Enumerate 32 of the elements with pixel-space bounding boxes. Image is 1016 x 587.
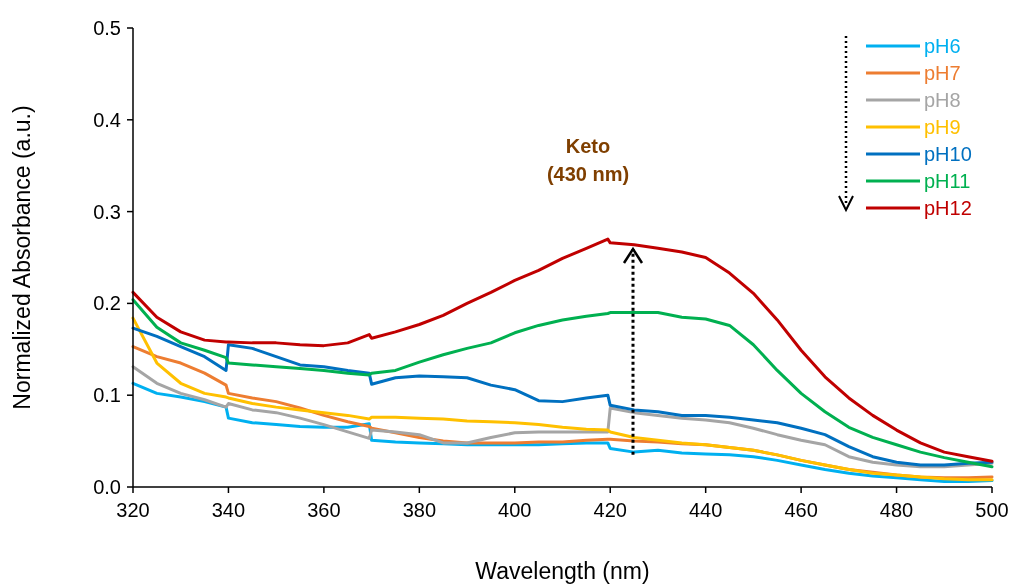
- x-tick-label: 440: [688, 499, 723, 521]
- y-tick-label: 0.5: [93, 17, 121, 39]
- x-tick-label: 420: [593, 499, 627, 521]
- line-series: [131, 365, 994, 469]
- x-tick-label: 480: [879, 499, 914, 521]
- legend-label: pH6: [924, 35, 961, 57]
- annotation: Keto (430 nm): [546, 135, 630, 185]
- y-tick-label: 0.2: [93, 292, 121, 315]
- x-tick-label: 320: [116, 499, 150, 521]
- legend-label: pH7: [924, 62, 961, 84]
- x-tick-label: 340: [211, 499, 246, 521]
- line-series: [131, 298, 994, 469]
- legend-label: pH10: [924, 143, 972, 165]
- x-tick-label: 400: [498, 499, 532, 521]
- y-tick-label: 0.3: [93, 200, 121, 223]
- legend-label: pH9: [924, 116, 961, 138]
- legend-label: pH11: [924, 170, 971, 192]
- x-tick-label: 460: [784, 499, 818, 521]
- line-series: [131, 237, 994, 463]
- y-tick-label: 0.4: [93, 108, 121, 131]
- x-tick-label: 380: [402, 499, 437, 521]
- line-series: [131, 326, 994, 467]
- x-tick-label: 360: [307, 499, 341, 521]
- line-series: [131, 316, 994, 482]
- legend-label: pH8: [924, 89, 961, 111]
- x-axis-title: Wavelength (nm): [475, 558, 650, 584]
- legend-label: pH12: [924, 197, 972, 219]
- y-tick-label: 0.1: [93, 384, 121, 407]
- line-series: [131, 381, 994, 483]
- y-tick-label: 0.0: [93, 476, 121, 498]
- y-axis-title: Normalized Absorbance (a.u.): [9, 105, 35, 410]
- x-tick-label: 500: [975, 499, 1009, 521]
